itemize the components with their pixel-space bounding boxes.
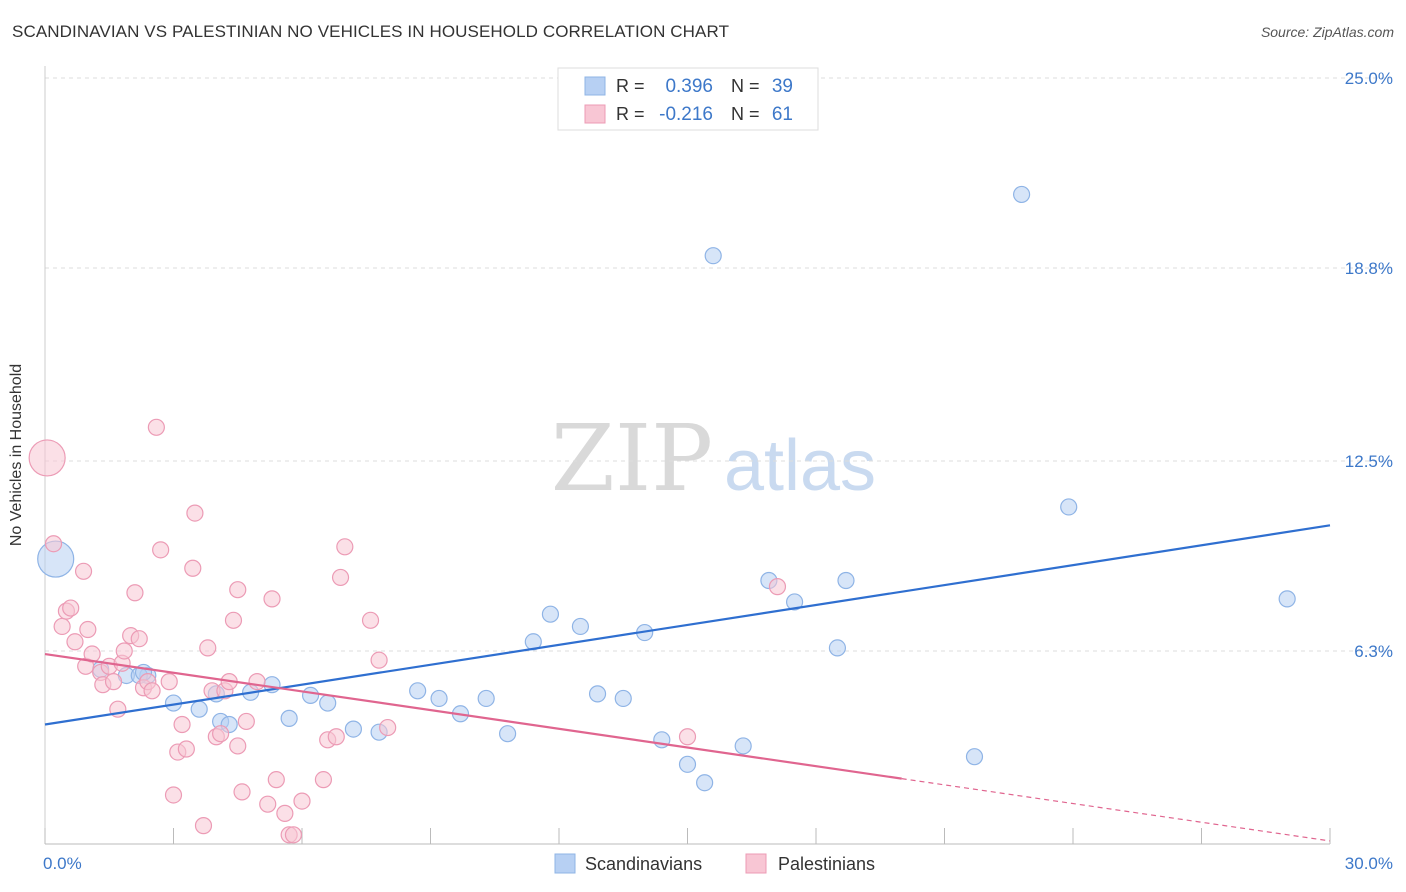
palestinian-point — [229, 737, 247, 755]
palestinian-point — [370, 651, 388, 669]
palestinian-point — [74, 562, 93, 580]
palestinian-point — [83, 645, 101, 663]
scandinavian-point — [588, 685, 607, 703]
watermark-zip: ZIP — [551, 405, 713, 512]
x-tick-label-min: 0.0% — [43, 854, 82, 873]
n-label: N = — [731, 104, 760, 124]
palestinian-point — [199, 639, 217, 657]
palestinian-point — [126, 584, 144, 602]
palestinian-point — [184, 559, 202, 577]
scandinavian-legend-label: Scandinavians — [585, 854, 702, 874]
scandinavian-point — [1060, 498, 1078, 516]
palestinian-point — [361, 611, 380, 629]
r-value: -0.216 — [659, 104, 713, 125]
source-label: Source: ZipAtlas.com — [1260, 24, 1394, 40]
scandinavian-point — [965, 748, 984, 766]
scandinavian-point — [477, 689, 495, 708]
x-tick-label-max: 30.0% — [1345, 854, 1393, 873]
palestinian-point — [678, 728, 697, 746]
scandinavian-point — [696, 774, 714, 792]
scandinavian-point — [1278, 590, 1296, 608]
palestinian-point — [130, 630, 148, 648]
palestinian-point — [44, 535, 63, 553]
palestinian-point — [276, 804, 294, 822]
r-label: R = — [616, 104, 645, 124]
palestinian-point — [53, 617, 71, 636]
chart-title: SCANDINAVIAN VS PALESTINIAN NO VEHICLES … — [12, 22, 730, 41]
palestinian-point — [164, 786, 183, 804]
scandinavian-point — [704, 247, 722, 265]
y-tick-label: 6.3% — [1354, 642, 1393, 661]
palestinian-point — [160, 673, 178, 691]
palestinian-point — [331, 568, 350, 587]
scandinavian-point — [678, 755, 697, 773]
scandinavian-point — [571, 617, 590, 636]
scandinavian-trend-line — [44, 524, 1331, 726]
scandinavian-point — [499, 725, 517, 743]
palestinian-point — [248, 673, 266, 691]
palestinian-trend-line-extension — [901, 778, 1331, 842]
scandinavian-point — [837, 571, 855, 590]
scandinavian-point — [190, 700, 208, 718]
palestinian-point — [237, 712, 255, 731]
scandinavian-point — [785, 593, 804, 611]
scandinavian-point — [301, 686, 320, 704]
r-value: 0.396 — [665, 76, 713, 97]
scandinavian-point — [344, 720, 362, 738]
palestinian-point — [379, 718, 397, 737]
palestinian-stats-swatch — [584, 104, 606, 124]
scandinavian-stats-swatch — [584, 76, 606, 96]
palestinian-point — [79, 620, 97, 639]
y-tick-label: 12.5% — [1345, 452, 1393, 471]
y-tick-label: 25.0% — [1345, 69, 1393, 88]
scandinavian-point — [614, 689, 632, 708]
palestinian-point — [186, 504, 204, 522]
palestinian-point — [229, 581, 247, 599]
palestinian-point — [314, 771, 333, 789]
scandinavian-point — [734, 737, 752, 755]
palestinian-point — [177, 740, 195, 758]
palestinian-legend-swatch — [745, 853, 767, 874]
palestinian-point — [152, 541, 170, 559]
palestinian-point — [194, 817, 213, 835]
scandinavian-point — [828, 639, 847, 657]
scandinavian-point — [280, 709, 298, 727]
palestinian-point — [293, 792, 311, 810]
palestinian-point — [259, 795, 277, 813]
n-value: 39 — [772, 76, 793, 97]
palestinian-point — [143, 682, 161, 700]
palestinian-point — [62, 599, 80, 617]
palestinian-point — [336, 538, 354, 556]
palestinian-point — [66, 633, 84, 651]
scandinavian-point — [430, 689, 448, 708]
palestinian-point — [115, 642, 133, 660]
palestinian-point — [284, 826, 303, 844]
palestinian-point — [104, 673, 123, 691]
palestinian-point — [173, 715, 191, 734]
palestinian-point — [147, 418, 165, 436]
palestinian-point — [28, 439, 66, 477]
palestinian-point — [768, 578, 787, 596]
palestinian-point — [212, 725, 230, 743]
palestinian-point — [263, 590, 281, 608]
palestinian-point — [327, 728, 345, 746]
watermark-atlas: atlas — [724, 426, 876, 506]
n-label: N = — [731, 76, 760, 96]
n-value: 61 — [772, 104, 793, 125]
palestinian-legend-label: Palestinians — [778, 854, 875, 874]
scandinavian-point — [319, 694, 337, 712]
r-label: R = — [616, 76, 645, 96]
scandinavian-point — [541, 605, 560, 623]
palestinian-point — [224, 611, 243, 629]
scandinavian-point — [1012, 185, 1031, 204]
palestinian-point — [267, 771, 285, 789]
y-tick-label: 18.8% — [1345, 259, 1393, 278]
palestinian-point — [233, 783, 251, 801]
scandinavian-point — [409, 682, 427, 700]
scandinavian-legend-swatch — [554, 853, 576, 874]
palestinian-trend-line — [44, 652, 902, 780]
